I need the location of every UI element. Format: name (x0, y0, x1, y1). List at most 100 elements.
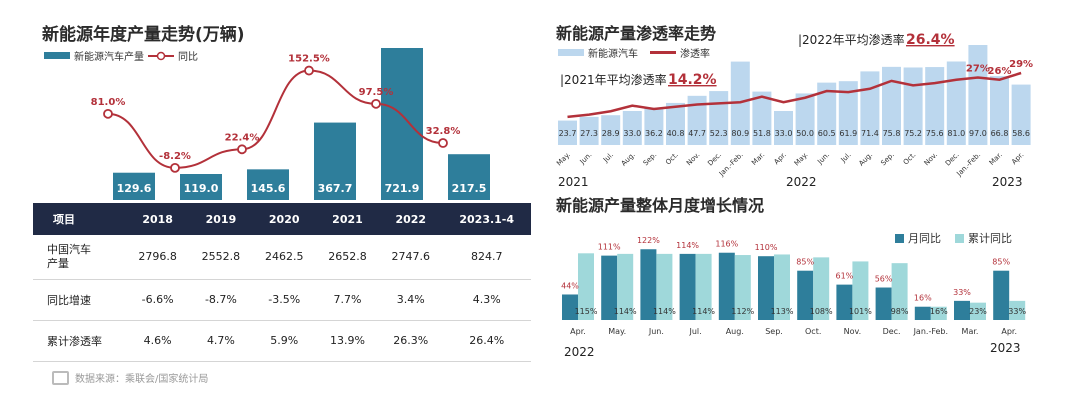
table-cell: 2462.5 (252, 235, 316, 280)
x-tick-label: Aug. (857, 151, 874, 168)
monthly-yoy-label: 16% (914, 294, 932, 303)
nev-bar-label: 58.6 (1012, 129, 1030, 138)
x-tick-label: Jun. (648, 327, 664, 336)
nev-bar-label: 47.7 (688, 129, 706, 138)
cumulative-yoy-label: 108% (810, 307, 833, 316)
x-tick-label: May. (608, 327, 626, 336)
legend-line-label: 渗透率 (680, 49, 710, 60)
monthly-yoy-label: 56% (875, 275, 893, 284)
yoy-point (103, 108, 113, 119)
table-cell: -3.5% (252, 279, 316, 321)
monthly-yoy-bar (562, 294, 578, 320)
monthly-yoy-bar (993, 270, 1010, 320)
nev-bar-label: 28.9 (602, 129, 620, 138)
legend-bar-swatch (44, 52, 70, 59)
legend-a-swatch (895, 233, 904, 243)
year-label: 2022 (786, 175, 817, 189)
legend-b-label: 累计同比 (968, 232, 1012, 245)
nev-bar (622, 110, 642, 145)
cumulative-yoy-label: 16% (930, 307, 948, 316)
right-top-chart-plot: 23.7 May. 27.3 Jun. 28.9 Jul. 33.0 Aug. 36.2 Sep.… (555, 32, 1033, 189)
cumulative-yoy-bar (930, 306, 947, 320)
cumulative-yoy-label: 114% (653, 307, 676, 316)
cumulative-yoy-bar (734, 255, 751, 320)
yoy-point (237, 144, 247, 155)
x-tick-label: Oct. (902, 151, 918, 167)
x-tick-label: Mar. (962, 327, 979, 336)
right-top-chart-legend: 新能源汽车 渗透率 (558, 45, 710, 60)
production-bar (180, 174, 222, 200)
left-chart-title: 新能源年度产量走势(万辆) (42, 25, 245, 45)
table-cell: 824.7 (442, 235, 531, 280)
table-row: 同比增速 -6.6% -8.7% -3.5% 7.7% 3.4% 4.3% (33, 279, 531, 321)
document-icon (52, 370, 69, 385)
nev-bar-label: 27.3 (580, 129, 598, 138)
table-cell: -6.6% (126, 279, 190, 321)
source-note: 数据来源：乘联会/国家统计局 (52, 370, 208, 385)
production-bar-label: 721.9 (385, 182, 420, 195)
table-cell: 2652.8 (315, 235, 380, 280)
table-cell: 26.3% (379, 320, 443, 362)
monthly-yoy-label: 33% (953, 288, 971, 297)
nev-bar (644, 107, 664, 145)
table-cell: 2796.8 (126, 235, 190, 280)
nev-bar-label: 60.5 (818, 129, 836, 138)
x-tick-label: May. (793, 151, 810, 168)
x-tick-label: Jan.-Feb. (913, 327, 948, 336)
nev-bar-label: 50.0 (796, 129, 814, 138)
monthly-yoy-label: 44% (561, 281, 579, 290)
monthly-yoy-bar (679, 253, 696, 320)
table-cell: -8.7% (189, 279, 253, 321)
production-bar (247, 169, 289, 200)
x-tick-label: Sep. (642, 151, 659, 168)
table-cell: 4.3% (442, 279, 531, 321)
table-row-label: 累计渗透率 (33, 320, 126, 362)
table-header-cell: 2019 (189, 203, 253, 235)
nev-bar-label: 33.0 (775, 129, 793, 138)
table-row-label: 同比增速 (33, 279, 126, 321)
cumulative-yoy-bar (656, 253, 673, 320)
table-cell: 26.4% (442, 320, 531, 362)
cumulative-yoy-bar (970, 302, 986, 320)
production-bar (113, 172, 155, 200)
nev-bar (579, 116, 599, 145)
nev-bar-label: 61.9 (839, 129, 857, 138)
monthly-yoy-bar (914, 306, 931, 320)
year-label: 2023 (992, 175, 1023, 189)
x-tick-label: Nov. (844, 327, 862, 336)
annotation-2022: |2022年平均渗透率 (798, 32, 905, 47)
yoy-point (371, 98, 381, 109)
nev-bar-label: 81.0 (947, 129, 965, 138)
monthly-yoy-label: 111% (598, 243, 621, 252)
x-tick-label: May. (555, 151, 572, 168)
nev-bar (990, 76, 1009, 145)
monthly-yoy-bar (758, 256, 774, 320)
monthly-yoy-label: 114% (676, 241, 699, 250)
cumulative-yoy-bar (813, 257, 830, 320)
table-cell: 3.4% (379, 279, 443, 321)
legend-a-label: 月同比 (908, 232, 941, 245)
monthly-yoy-label: 85% (992, 258, 1010, 267)
x-tick-label: Nov. (685, 151, 702, 168)
table-cell: 5.9% (252, 320, 316, 362)
nev-bar (752, 91, 772, 145)
x-tick-label: Dec. (706, 151, 723, 168)
legend-line-swatch (148, 51, 174, 60)
cumulative-yoy-label: 23% (969, 307, 987, 316)
yoy-label: 32.8% (426, 126, 461, 137)
table-cell: 7.7% (315, 279, 380, 321)
cumulative-yoy-bar (891, 263, 908, 320)
monthly-yoy-bar (640, 249, 657, 320)
penetration-label: 26% (988, 66, 1012, 77)
monthly-yoy-bar (797, 270, 814, 320)
nev-bar-label: 66.8 (991, 129, 1009, 138)
x-tick-label: Jun. (578, 151, 594, 167)
right-bottom-chart-legend: 月同比 累计同比 (895, 230, 1012, 246)
monthly-yoy-label: 122% (637, 236, 660, 245)
cumulative-yoy-label: 115% (575, 307, 598, 316)
yoy-label: -8.2% (159, 151, 191, 162)
penetration-line (567, 71, 1022, 119)
x-tick-label: Oct. (664, 151, 680, 167)
table-cell: 4.6% (126, 320, 190, 362)
monthly-yoy-bar (875, 287, 892, 320)
